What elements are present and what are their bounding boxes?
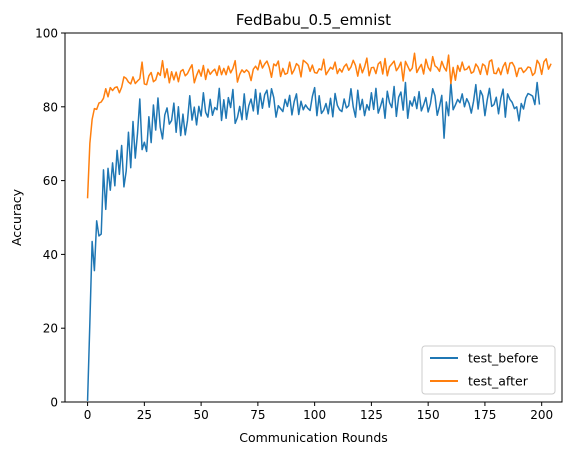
y-tick-label: 40 <box>43 248 58 262</box>
y-tick-label: 0 <box>50 396 58 410</box>
x-tick-label: 175 <box>473 408 496 422</box>
x-tick-label: 200 <box>530 408 553 422</box>
x-tick-label: 0 <box>84 408 92 422</box>
x-tick-label: 100 <box>303 408 326 422</box>
y-tick-label: 20 <box>43 322 58 336</box>
x-tick-label: 25 <box>137 408 152 422</box>
legend: test_before test_after <box>421 345 556 395</box>
x-tick-label: 75 <box>250 408 265 422</box>
x-axis-ticks: 0 25 50 75 100 125 150 175 200 <box>84 402 553 422</box>
y-tick-label: 60 <box>43 174 58 188</box>
x-tick-label: 150 <box>417 408 440 422</box>
y-axis-ticks: 0 20 40 60 80 100 <box>35 27 65 410</box>
series-layer <box>86 52 552 401</box>
x-tick-label: 125 <box>360 408 383 422</box>
y-tick-label: 80 <box>43 100 58 114</box>
y-tick-label: 100 <box>35 27 58 41</box>
x-axis-label: Communication Rounds <box>239 430 388 445</box>
x-tick-label: 50 <box>193 408 208 422</box>
y-axis-label: Accuracy <box>9 188 24 246</box>
plot-frame <box>64 32 563 403</box>
chart-title: FedBabu_0.5_emnist <box>236 11 391 30</box>
series-line-test-after <box>86 52 552 199</box>
legend-label-test-before: test_before <box>468 351 539 366</box>
legend-label-test-after: test_after <box>468 374 529 389</box>
series-line-test-before <box>86 81 541 401</box>
